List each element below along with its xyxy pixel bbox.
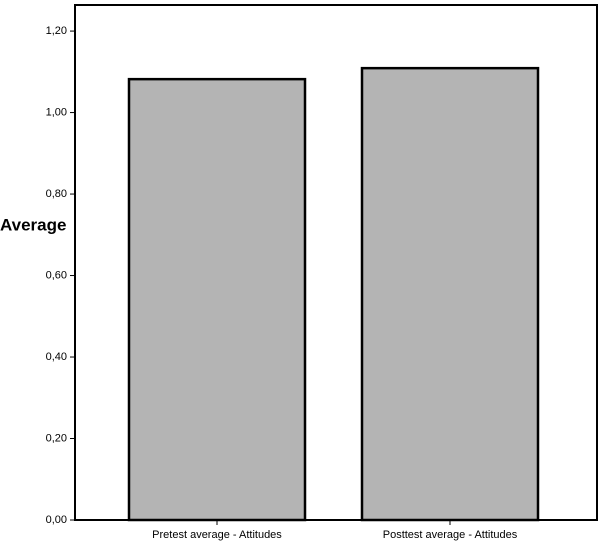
y-tick-label: 0,40 — [46, 351, 67, 363]
y-tick-label: 1,00 — [46, 106, 67, 118]
y-axis-title: Average — [0, 215, 66, 234]
bar — [360, 66, 540, 522]
y-tick-label: 0,00 — [46, 514, 67, 526]
x-tick-label: Pretest average - Attitudes — [152, 529, 282, 541]
y-tick-label: 0,20 — [46, 432, 67, 444]
y-tick-label: 1,20 — [46, 25, 67, 37]
x-tick-label: Posttest average - Attitudes — [383, 529, 518, 541]
y-tick-label: 0,80 — [46, 188, 67, 200]
y-tick-label: 0,60 — [46, 269, 67, 281]
bar — [127, 77, 307, 522]
plot-frame — [74, 4, 598, 521]
